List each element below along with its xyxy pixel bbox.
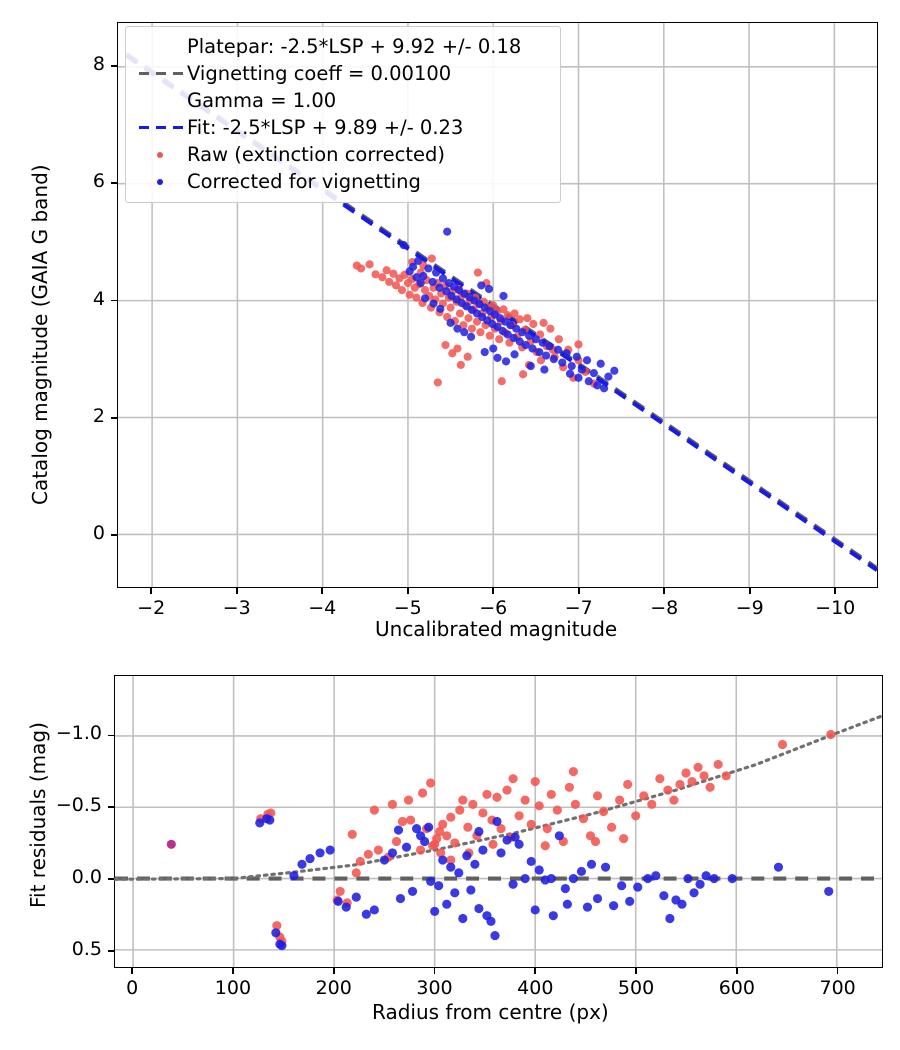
legend-no-marker — [135, 33, 187, 60]
y-tick-label: −1.0 — [55, 722, 102, 745]
x-tick-label: −8 — [650, 597, 679, 619]
legend-dot-icon — [135, 168, 187, 195]
tick-mark — [406, 588, 409, 594]
legend-box: Platepar: -2.5*LSP + 9.92 +/- 0.18 Vignet… — [125, 26, 561, 203]
residuals-plot-canvas — [113, 676, 884, 967]
residuals-x-axis-title: Radius from centre (px) — [372, 1000, 609, 1024]
tick-mark — [108, 734, 114, 737]
tick-mark — [232, 968, 234, 974]
x-tick-label: −10 — [815, 597, 856, 619]
x-tick-label: −4 — [308, 597, 337, 619]
x-tick-label: 500 — [617, 977, 655, 999]
y-tick-label: 4 — [92, 287, 105, 310]
calibration-x-axis-title: Uncalibrated magnitude — [375, 617, 618, 641]
y-tick-label: 0.5 — [71, 937, 102, 960]
x-tick-label: 400 — [517, 977, 554, 999]
y-tick-label: 8 — [92, 52, 105, 75]
legend-label: Platepar: -2.5*LSP + 9.92 +/- 0.18 — [187, 35, 522, 58]
tick-mark — [111, 534, 117, 536]
legend-label: Fit: -2.5*LSP + 9.89 +/- 0.23 — [187, 116, 464, 139]
x-tick-label: 100 — [214, 977, 252, 999]
legend-entry: Fit: -2.5*LSP + 9.89 +/- 0.23 — [135, 114, 551, 141]
legend-label: Vignetting coeff = 0.00100 — [187, 62, 452, 85]
legend-entry: Gamma = 1.00 — [135, 87, 551, 114]
legend-dashed-line-icon — [135, 114, 187, 141]
tick-mark — [492, 588, 495, 594]
calibration-plot-canvas — [118, 23, 879, 587]
tick-mark — [108, 949, 114, 952]
y-tick-label: 0.0 — [71, 865, 102, 888]
tick-mark — [748, 588, 751, 594]
dot-swatch — [157, 179, 163, 185]
y-tick-label: −0.5 — [55, 794, 102, 817]
x-tick-label: 0 — [126, 977, 139, 999]
tick-mark — [150, 588, 152, 594]
tick-mark — [635, 968, 637, 974]
tick-mark — [131, 968, 133, 974]
series-corrected-for-vignetting — [399, 227, 619, 393]
tick-mark — [111, 417, 117, 419]
tick-mark — [108, 806, 114, 808]
legend-entry: Vignetting coeff = 0.00100 — [135, 60, 551, 87]
y-tick-label: 6 — [92, 170, 105, 193]
dashed-line-swatch — [139, 72, 183, 75]
tick-mark — [111, 65, 117, 67]
tick-mark — [433, 968, 436, 974]
legend-no-marker — [135, 87, 187, 114]
x-tick-label: −6 — [479, 597, 508, 619]
x-tick-label: −7 — [564, 597, 593, 619]
legend-label: Gamma = 1.00 — [187, 89, 337, 112]
tick-mark — [577, 588, 580, 594]
tick-mark — [111, 299, 117, 302]
tick-mark — [332, 968, 335, 974]
residuals-y-axis-title: Fit residuals (mag) — [26, 722, 50, 908]
legend-entry: Platepar: -2.5*LSP + 9.92 +/- 0.18 — [135, 33, 551, 60]
series-raw-extinction-corrected- — [256, 729, 836, 946]
tick-mark — [834, 588, 837, 594]
tick-mark — [111, 182, 117, 185]
series-corrected-for-vignetting — [255, 814, 834, 951]
legend-label: Raw (extinction corrected) — [187, 143, 445, 166]
dashed-line-swatch — [139, 126, 183, 129]
legend-entry: Raw (extinction corrected) — [135, 141, 551, 168]
tick-mark — [321, 588, 323, 594]
x-tick-label: 700 — [819, 977, 856, 999]
fit-residuals-plot — [113, 675, 884, 968]
tick-mark — [235, 588, 238, 594]
x-tick-label: −2 — [137, 597, 166, 619]
legend-dashed-line-icon — [135, 60, 187, 87]
tick-mark — [534, 968, 537, 974]
legend-entry: Corrected for vignetting — [135, 168, 551, 195]
tick-mark — [663, 588, 666, 594]
series-overlapping-raw-corrected — [166, 839, 176, 849]
series-raw-extinction-corrected- — [352, 254, 598, 388]
x-tick-label: −5 — [393, 597, 422, 619]
x-tick-label: −3 — [222, 597, 251, 619]
x-tick-label: 200 — [315, 977, 352, 999]
tick-mark — [108, 878, 114, 880]
calibration-y-axis-title: Catalog magnitude (GAIA G band) — [28, 164, 52, 505]
y-tick-label: 2 — [92, 404, 105, 427]
x-tick-label: −9 — [735, 597, 764, 619]
tick-mark — [836, 968, 839, 974]
legend-dot-icon — [135, 141, 187, 168]
x-tick-label: 300 — [416, 977, 453, 999]
y-tick-label: 0 — [92, 522, 105, 545]
dot-swatch — [157, 152, 163, 158]
legend-label: Corrected for vignetting — [187, 170, 421, 193]
x-tick-label: 600 — [718, 977, 755, 999]
tick-mark — [736, 968, 738, 974]
